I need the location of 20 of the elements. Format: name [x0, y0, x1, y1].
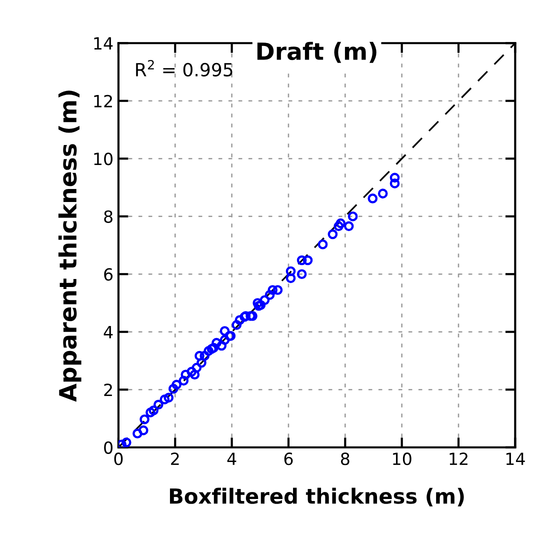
y-tick-label: 4: [104, 326, 113, 338]
y-tick-label: 0: [104, 441, 112, 454]
y-tick-label: 10: [94, 152, 112, 166]
x-tick-label: 2: [171, 452, 179, 465]
y-tick-label: 6: [104, 268, 113, 281]
x-axis-title: Boxfiltered thickness (m): [170, 488, 464, 506]
x-tick-label: 0: [114, 452, 123, 466]
x-tick-label: 12: [450, 452, 468, 465]
x-tick-label: 10: [393, 452, 412, 466]
annotation: R$^{2}$ = 0.995: [136, 60, 232, 77]
x-tick-label: 8: [340, 452, 350, 466]
y-tick-label: 12: [94, 94, 112, 108]
x-tick-label: 4: [227, 452, 236, 465]
y-axis-title: Apparent thickness (m): [58, 90, 82, 402]
y-tick-label: 8: [104, 210, 112, 223]
x-tick-label: 6: [284, 452, 293, 466]
chart-title: Draft (m): [257, 42, 376, 63]
x-tick-label: 14: [506, 452, 525, 465]
y-tick-label: 14: [94, 37, 113, 50]
y-tick-label: 2: [104, 384, 112, 396]
